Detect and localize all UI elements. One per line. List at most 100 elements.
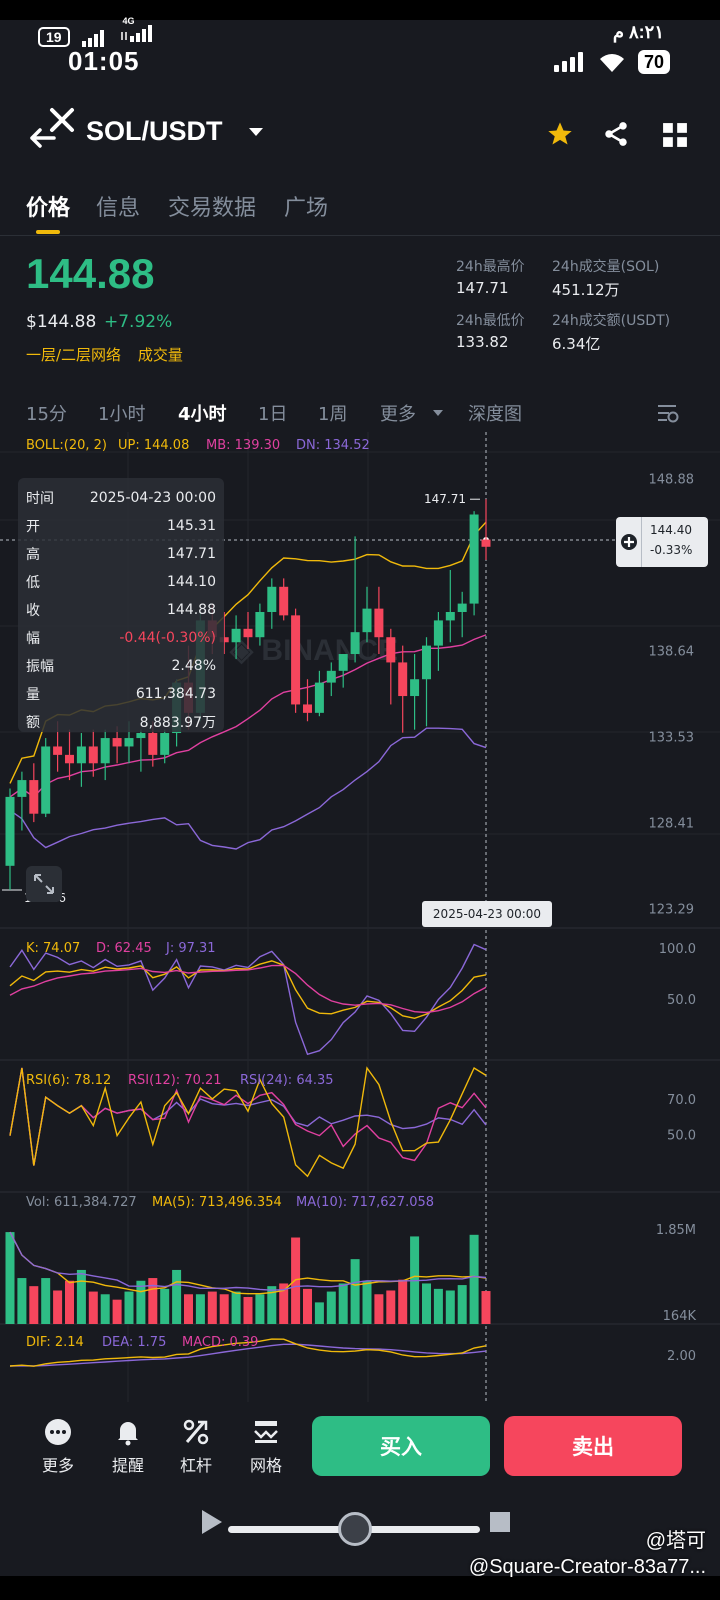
pair-title[interactable]: SOL/USDT <box>86 116 223 146</box>
crosshair-date-tag: 2025-04-23 00:00 <box>422 901 552 927</box>
volume-bar <box>338 1283 348 1324</box>
period-1w[interactable]: 1周 <box>318 404 348 425</box>
volume-bar <box>314 1302 324 1324</box>
sell-button[interactable]: 卖出 <box>504 1416 682 1476</box>
stat-vol-label: 24h成交量(SOL) <box>552 259 660 275</box>
boll-legend-up: UP: 144.08 <box>118 438 189 453</box>
star-icon[interactable] <box>546 120 574 148</box>
period-depth[interactable]: 深度图 <box>468 404 522 425</box>
candle-body <box>481 539 491 547</box>
network-4g-icon: 4G <box>120 16 156 47</box>
grid-icon[interactable] <box>662 122 688 148</box>
watermark-line2: @Square-Creator-83a77... <box>468 1556 706 1578</box>
info-value: 8,883.97万 <box>139 715 216 731</box>
grid-action[interactable]: 网格 <box>236 1418 296 1476</box>
period-more[interactable]: 更多 <box>380 404 416 425</box>
media-progress-knob[interactable] <box>338 1512 372 1546</box>
leverage-action-label: 杠杆 <box>179 1456 212 1475</box>
leverage-action[interactable]: 杠杆 <box>166 1418 226 1476</box>
info-value: 2025-04-23 00:00 <box>89 490 216 506</box>
alert-action-label: 提醒 <box>111 1456 144 1475</box>
info-key: 时间 <box>26 491 54 507</box>
info-value: 611,384.73 <box>135 686 216 702</box>
volume-bar <box>5 1232 15 1324</box>
more-action[interactable]: 更多 <box>28 1418 88 1476</box>
volume-bar <box>457 1285 467 1324</box>
volume-bar <box>267 1286 277 1324</box>
wifi-icon <box>599 54 624 72</box>
buy-button[interactable]: 买入 <box>312 1416 490 1476</box>
period-1h[interactable]: 1小时 <box>98 404 146 425</box>
info-row-close: 收 144.88 <box>26 596 216 624</box>
candle-body <box>76 746 86 764</box>
candle-body <box>433 620 443 646</box>
volume-bar <box>386 1290 396 1324</box>
vol-legend: Vol: 611,384.727 <box>26 1195 137 1210</box>
candle-body <box>255 612 265 638</box>
tag-layer-network[interactable]: 一层/二层网络 <box>26 346 122 364</box>
period-bar: 15分 1小时 4小时 1日 1周 更多 深度图 <box>0 392 720 432</box>
stop-icon[interactable] <box>488 1510 512 1534</box>
price-axis-label: 133.53 <box>649 731 695 746</box>
candle-body <box>219 637 229 643</box>
volume-bar <box>53 1290 63 1324</box>
alert-action[interactable]: 提醒 <box>98 1418 158 1476</box>
candle-body <box>41 746 51 814</box>
volume-bar <box>326 1291 336 1324</box>
tab-square[interactable]: 广场 <box>284 196 329 221</box>
info-row-amount: 额 8,883.97万 <box>26 708 216 736</box>
macd-dif-line <box>9 1338 487 1367</box>
expand-chart-button[interactable] <box>26 866 62 902</box>
candle-body <box>398 662 408 697</box>
tag-volume[interactable]: 成交量 <box>137 346 183 364</box>
status-left: 19 4G <box>38 16 156 47</box>
volume-bar <box>65 1280 74 1324</box>
crosshair-price-tag[interactable]: 144.40 -0.33% <box>616 517 708 567</box>
candle-body <box>386 637 396 663</box>
info-row-change: 幅 -0.44(-0.30%) <box>26 624 216 652</box>
caret-down-icon[interactable] <box>248 126 264 138</box>
tab-trade-data[interactable]: 交易数据 <box>168 196 257 221</box>
share-icon[interactable] <box>602 120 630 148</box>
kdj-legend-d: D: 62.45 <box>96 941 152 956</box>
kline-chart[interactable]: 148.88138.64133.53128.41123.29147.71124.… <box>0 432 720 1402</box>
macd-dea-line <box>9 1343 487 1367</box>
info-row-volume: 量 611,384.73 <box>26 680 216 708</box>
status-bar: 19 4G 01:05 ٨:٢١ م <box>0 16 720 84</box>
add-alert-icon[interactable] <box>616 517 642 567</box>
volume-bar <box>279 1283 289 1324</box>
period-15m[interactable]: 15分 <box>26 404 67 425</box>
stat-turnover-label: 24h成交额(USDT) <box>552 313 671 329</box>
period-4h[interactable]: 4小时 <box>178 404 227 425</box>
candle-body <box>350 632 360 655</box>
candle-body <box>314 682 324 713</box>
volume-bar <box>291 1237 301 1324</box>
vol-ma10-line <box>9 1231 487 1291</box>
vol-axis-label: 1.85M <box>656 1223 696 1238</box>
info-key: 幅 <box>26 631 40 647</box>
candle-body <box>29 780 39 814</box>
candle-body <box>148 733 158 755</box>
tab-info[interactable]: 信息 <box>96 196 141 221</box>
tab-price[interactable]: 价格 <box>26 196 71 221</box>
high-marker-label: 147.71 <box>424 492 466 506</box>
candle-body <box>338 654 348 671</box>
kdj-k-line <box>9 960 487 1020</box>
info-row-high: 高 147.71 <box>26 540 216 568</box>
period-1d[interactable]: 1日 <box>258 404 288 425</box>
rsi-legend-12: RSI(12): 70.21 <box>128 1073 222 1088</box>
rsi12-line <box>9 1067 487 1166</box>
info-key: 高 <box>26 547 40 563</box>
cell-signal-icon <box>553 52 583 72</box>
more-caret-icon[interactable] <box>432 408 444 418</box>
macd-axis-label: 2.00 <box>667 1349 696 1364</box>
play-icon[interactable] <box>200 1508 224 1536</box>
chart-settings-icon[interactable] <box>656 402 680 424</box>
candle-body <box>445 612 455 621</box>
candle-body <box>112 738 122 747</box>
crosshair-price: 144.40 <box>650 523 692 537</box>
back-close-icon[interactable] <box>28 104 78 154</box>
volume-bar <box>219 1294 229 1324</box>
volume-bar <box>350 1259 360 1324</box>
